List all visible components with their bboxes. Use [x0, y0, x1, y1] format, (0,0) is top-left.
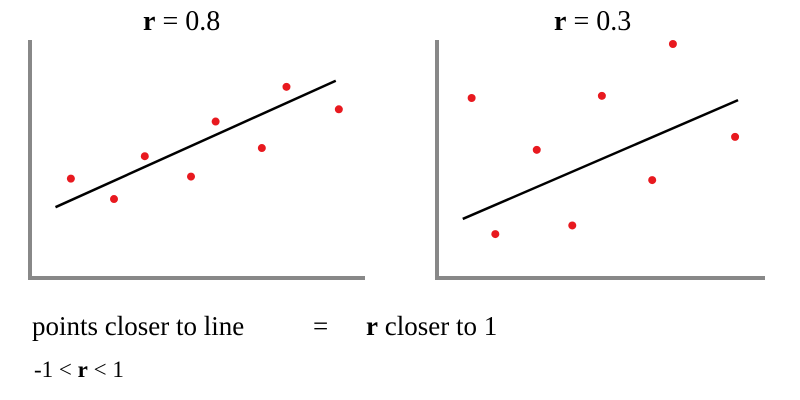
data-point-1-2	[532, 145, 541, 154]
data-point-1-1	[491, 230, 500, 239]
caption-equals: =	[313, 311, 328, 342]
data-point-0-0	[66, 174, 75, 183]
data-point-1-7	[731, 132, 740, 141]
r-symbol: r	[143, 6, 156, 37]
title-value: = 0.8	[155, 6, 221, 37]
range-left: -1 <	[34, 357, 78, 382]
data-point-0-6	[282, 82, 291, 91]
r-symbol: r	[554, 6, 567, 37]
data-point-0-1	[110, 195, 118, 204]
data-point-1-5	[648, 176, 657, 185]
title-value: = 0.3	[566, 6, 632, 37]
trend-line-0	[54, 79, 337, 209]
range-note: -1 < r < 1	[34, 357, 124, 383]
data-point-0-7	[334, 105, 343, 114]
caption-right: r closer to 1	[366, 311, 497, 342]
r-symbol: r	[77, 357, 88, 382]
caption-left-text: points closer to line	[32, 311, 245, 341]
chart-title-right: r = 0.3	[554, 6, 631, 38]
data-point-1-3	[568, 221, 577, 230]
data-point-0-2	[140, 152, 149, 161]
data-point-0-4	[211, 117, 220, 126]
range-right: < 1	[87, 357, 124, 382]
data-point-0-5	[257, 144, 266, 153]
caption-right-text: closer to 1	[377, 311, 498, 341]
chart-title-left: r = 0.8	[143, 6, 220, 38]
data-point-1-0	[467, 94, 476, 102]
caption-line: points closer to line	[32, 311, 244, 342]
data-point-0-3	[187, 172, 195, 181]
data-point-1-4	[597, 91, 606, 100]
trend-line-1	[462, 99, 739, 221]
data-point-1-6	[668, 40, 677, 48]
r-symbol: r	[366, 311, 378, 341]
equals-sign: =	[313, 311, 329, 341]
